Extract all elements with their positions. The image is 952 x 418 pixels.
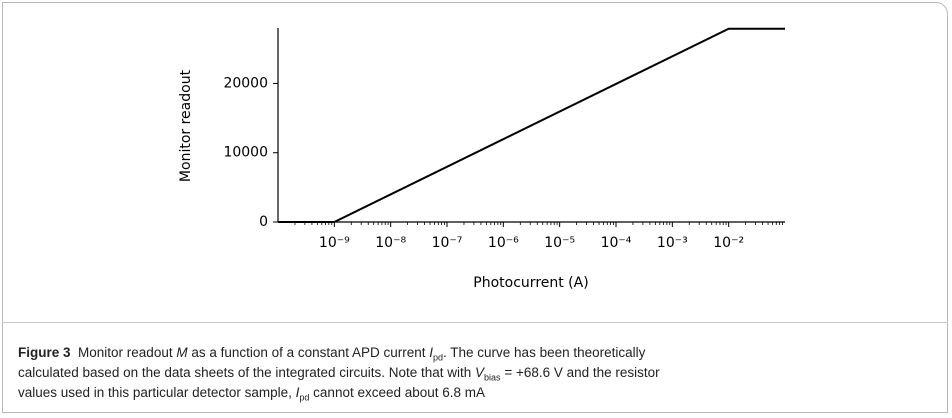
caption-text: cannot exceed about 6.8 mA bbox=[309, 385, 486, 400]
caption-text: calculated based on the data sheets of t… bbox=[18, 365, 476, 380]
caption-text: . The curve has been theoretically bbox=[443, 345, 646, 360]
caption: Figure 3 Monitor readout M as a function… bbox=[18, 343, 660, 403]
x-tick-label: 10⁻⁴ bbox=[601, 235, 632, 251]
caption-text: I bbox=[295, 385, 300, 400]
caption-text: bias bbox=[484, 372, 501, 383]
figure-frame bbox=[2, 2, 948, 413]
caption-text: pd bbox=[433, 352, 444, 363]
caption-text: V bbox=[475, 365, 485, 380]
data-line bbox=[278, 27, 785, 223]
x-axis-label: Photocurrent (A) bbox=[473, 275, 588, 291]
x-tick-label: 10⁻⁵ bbox=[544, 235, 575, 251]
separator bbox=[2, 322, 948, 323]
chart: Photocurrent (A) Monitor readout 0 10000 2… bbox=[178, 27, 785, 291]
caption-text: = +68.6 V and the resistor bbox=[500, 365, 660, 380]
caption-text: M bbox=[176, 345, 188, 360]
x-tick-label: 10⁻⁶ bbox=[488, 235, 519, 251]
y-axis-label: Monitor readout bbox=[178, 69, 194, 182]
y-tick-label: 20000 bbox=[223, 75, 268, 91]
caption-text: Monitor readout bbox=[78, 345, 177, 360]
y-tick-label: 0 bbox=[259, 214, 268, 230]
x-tick-label: 10⁻⁸ bbox=[375, 235, 406, 251]
caption-text: values used in this particular detector … bbox=[18, 385, 296, 400]
figure-label: Figure 3 bbox=[18, 345, 71, 360]
x-tick-label: 10⁻² bbox=[713, 235, 744, 251]
x-tick-label: 10⁻³ bbox=[657, 235, 688, 251]
caption-text: as a function of a constant APD current bbox=[187, 345, 430, 360]
x-tick-label: 10⁻⁷ bbox=[432, 235, 463, 251]
caption-text: I bbox=[429, 345, 433, 360]
x-tick-label: 10⁻⁹ bbox=[319, 235, 350, 251]
y-tick-label: 10000 bbox=[223, 145, 268, 161]
caption-text: pd bbox=[299, 392, 310, 403]
